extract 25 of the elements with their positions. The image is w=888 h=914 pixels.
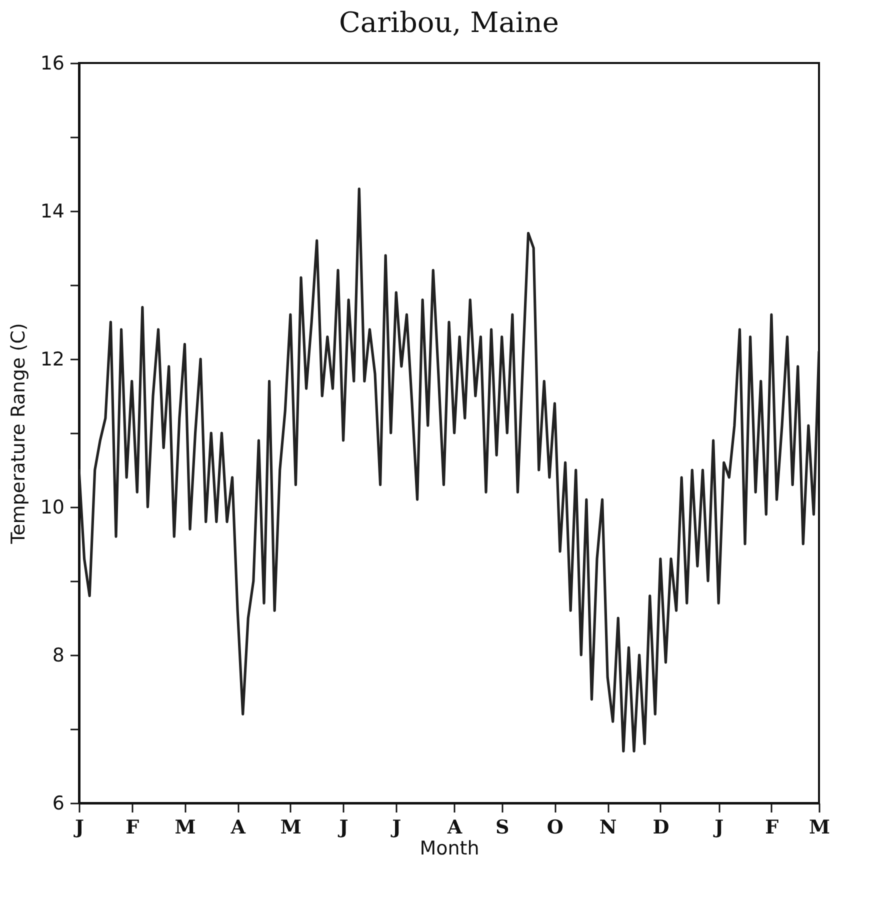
x-tick-label: M (280, 816, 302, 838)
line-series (79, 188, 819, 752)
y-tick-label: 14 (40, 200, 64, 222)
x-tick-label: F (126, 816, 140, 838)
x-tick-label: N (599, 816, 617, 838)
y-tick-label: 10 (40, 496, 64, 518)
x-tick-label: J (390, 816, 402, 838)
x-tick-label: M (174, 816, 196, 838)
y-tick-label: 8 (52, 644, 64, 666)
x-tick-label: O (546, 816, 564, 838)
x-axis-title: Month (420, 838, 480, 860)
y-axis-title: Temperature Range (C) (7, 323, 30, 545)
x-tick-label: D (652, 816, 670, 838)
x-tick-label: J (712, 816, 724, 838)
x-tick-label: J (73, 816, 84, 838)
x-tick-label: M (808, 816, 830, 838)
y-tick-label: 6 (52, 792, 64, 814)
y-tick-label: 12 (40, 348, 64, 370)
x-tick-label: A (230, 816, 246, 838)
y-tick-label: 16 (40, 52, 64, 74)
x-tick-label: F (765, 816, 780, 838)
chart-title: Caribou, Maine (339, 6, 559, 39)
x-tick-label: S (495, 816, 510, 838)
x-tick-label: J (337, 816, 348, 838)
x-tick-label: A (446, 816, 462, 838)
